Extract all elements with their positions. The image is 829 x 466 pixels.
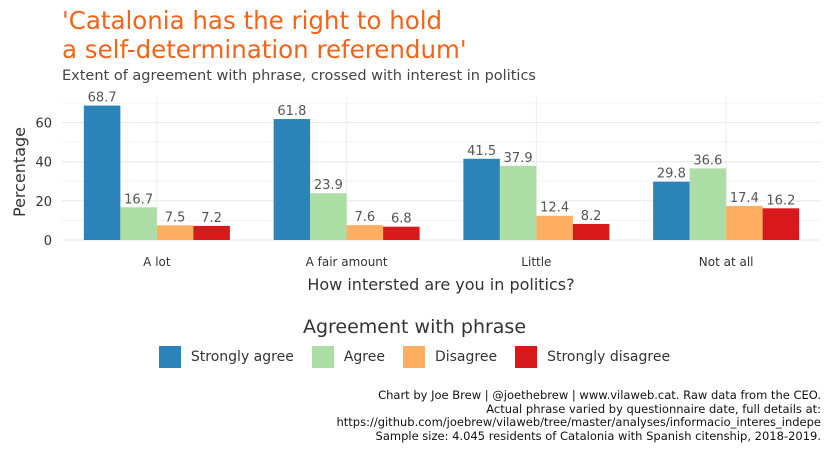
legend-label: Disagree [434, 349, 498, 365]
data-label: 8.2 [581, 209, 602, 224]
bar [156, 225, 194, 240]
legend-item: Strongly disagree [515, 346, 670, 368]
legend: Strongly agree Agree Disagree Strongly disa… [0, 346, 829, 368]
data-label: 41.5 [467, 144, 496, 159]
caption-line-3: https://github.com/joebrew/vilaweb/tree/… [336, 415, 821, 429]
data-label: 29.8 [657, 167, 686, 182]
bar [653, 181, 690, 240]
bar [120, 207, 157, 240]
legend-swatch [311, 346, 334, 368]
legend-title: Agreement with phrase [302, 316, 527, 338]
data-label: 12.4 [540, 201, 569, 216]
title-line-2: a self-determination referendum' [62, 35, 467, 64]
legend-label: Strongly agree [190, 349, 294, 365]
legend-item: Strongly agree [158, 346, 294, 368]
bar [463, 158, 500, 240]
legend-swatch [158, 346, 181, 368]
bar [726, 205, 763, 240]
caption: Chart by Joe Brew | @joethebrew | www.vi… [336, 388, 821, 443]
legend-item: Agree [311, 346, 385, 368]
y-tick-label: 20 [35, 195, 52, 210]
chart-title: 'Catalonia has the right to hold a self-… [62, 6, 467, 64]
y-tick-label: 40 [35, 156, 52, 171]
legend-swatch [402, 346, 425, 368]
chart-subtitle: Extent of agreement with phrase, crossed… [62, 68, 536, 84]
y-tick-label: 0 [44, 234, 52, 249]
data-label: 16.2 [766, 193, 795, 208]
data-label: 6.8 [391, 212, 412, 227]
legend-item: Disagree [402, 346, 498, 368]
x-tick-label: Little [521, 255, 551, 269]
data-label: 7.2 [201, 211, 222, 226]
legend-swatch [515, 346, 538, 368]
data-label: 36.6 [693, 153, 722, 168]
y-axis-label: Percentage [10, 127, 29, 217]
bar [193, 225, 230, 240]
y-tick-label: 60 [35, 117, 52, 132]
x-axis-label: How intersted are you in politics? [307, 275, 574, 294]
y-axis-ticks: 0 20 40 60 [35, 117, 52, 249]
legend-label: Strongly disagree [547, 349, 671, 365]
data-label: 23.9 [314, 178, 343, 193]
bar [572, 223, 610, 240]
data-label: 37.9 [504, 151, 533, 166]
bar [346, 225, 384, 240]
bar [499, 165, 537, 240]
caption-line-4: Sample size: 4.045 residents of Cataloni… [375, 428, 821, 443]
data-label: 68.7 [88, 91, 117, 106]
legend-label: Agree [343, 349, 385, 365]
x-tick-label: Not at all [699, 255, 754, 269]
bars [83, 105, 800, 241]
title-line-1: 'Catalonia has the right to hold [62, 6, 443, 35]
bar [383, 226, 420, 240]
bar [273, 119, 311, 240]
bar-chart: 0 20 40 60 68.7 16.7 7.5 7.2 61.8 23.9 7.6 6.8 41.5… [10, 91, 821, 294]
x-tick-label: A fair amount [306, 255, 388, 269]
data-label: 61.8 [277, 104, 306, 119]
bar [762, 208, 800, 240]
data-label: 16.7 [124, 192, 153, 207]
x-tick-label: A lot [143, 255, 171, 269]
bar [536, 215, 573, 240]
data-label: 17.4 [730, 191, 759, 206]
bar [83, 105, 121, 241]
x-axis-ticks: A lot A fair amount Little Not at all [143, 255, 753, 269]
data-labels: 68.7 16.7 7.5 7.2 61.8 23.9 7.6 6.8 41.5 37.9 12.4… [88, 91, 796, 227]
bar [310, 193, 347, 240]
caption-line-2: Actual phrase varied by questionnaire da… [486, 401, 821, 416]
data-label: 7.5 [165, 210, 186, 225]
data-label: 7.6 [355, 210, 376, 225]
caption-line-1: Chart by Joe Brew | @joethebrew | www.vi… [378, 388, 821, 402]
bar [689, 168, 727, 240]
